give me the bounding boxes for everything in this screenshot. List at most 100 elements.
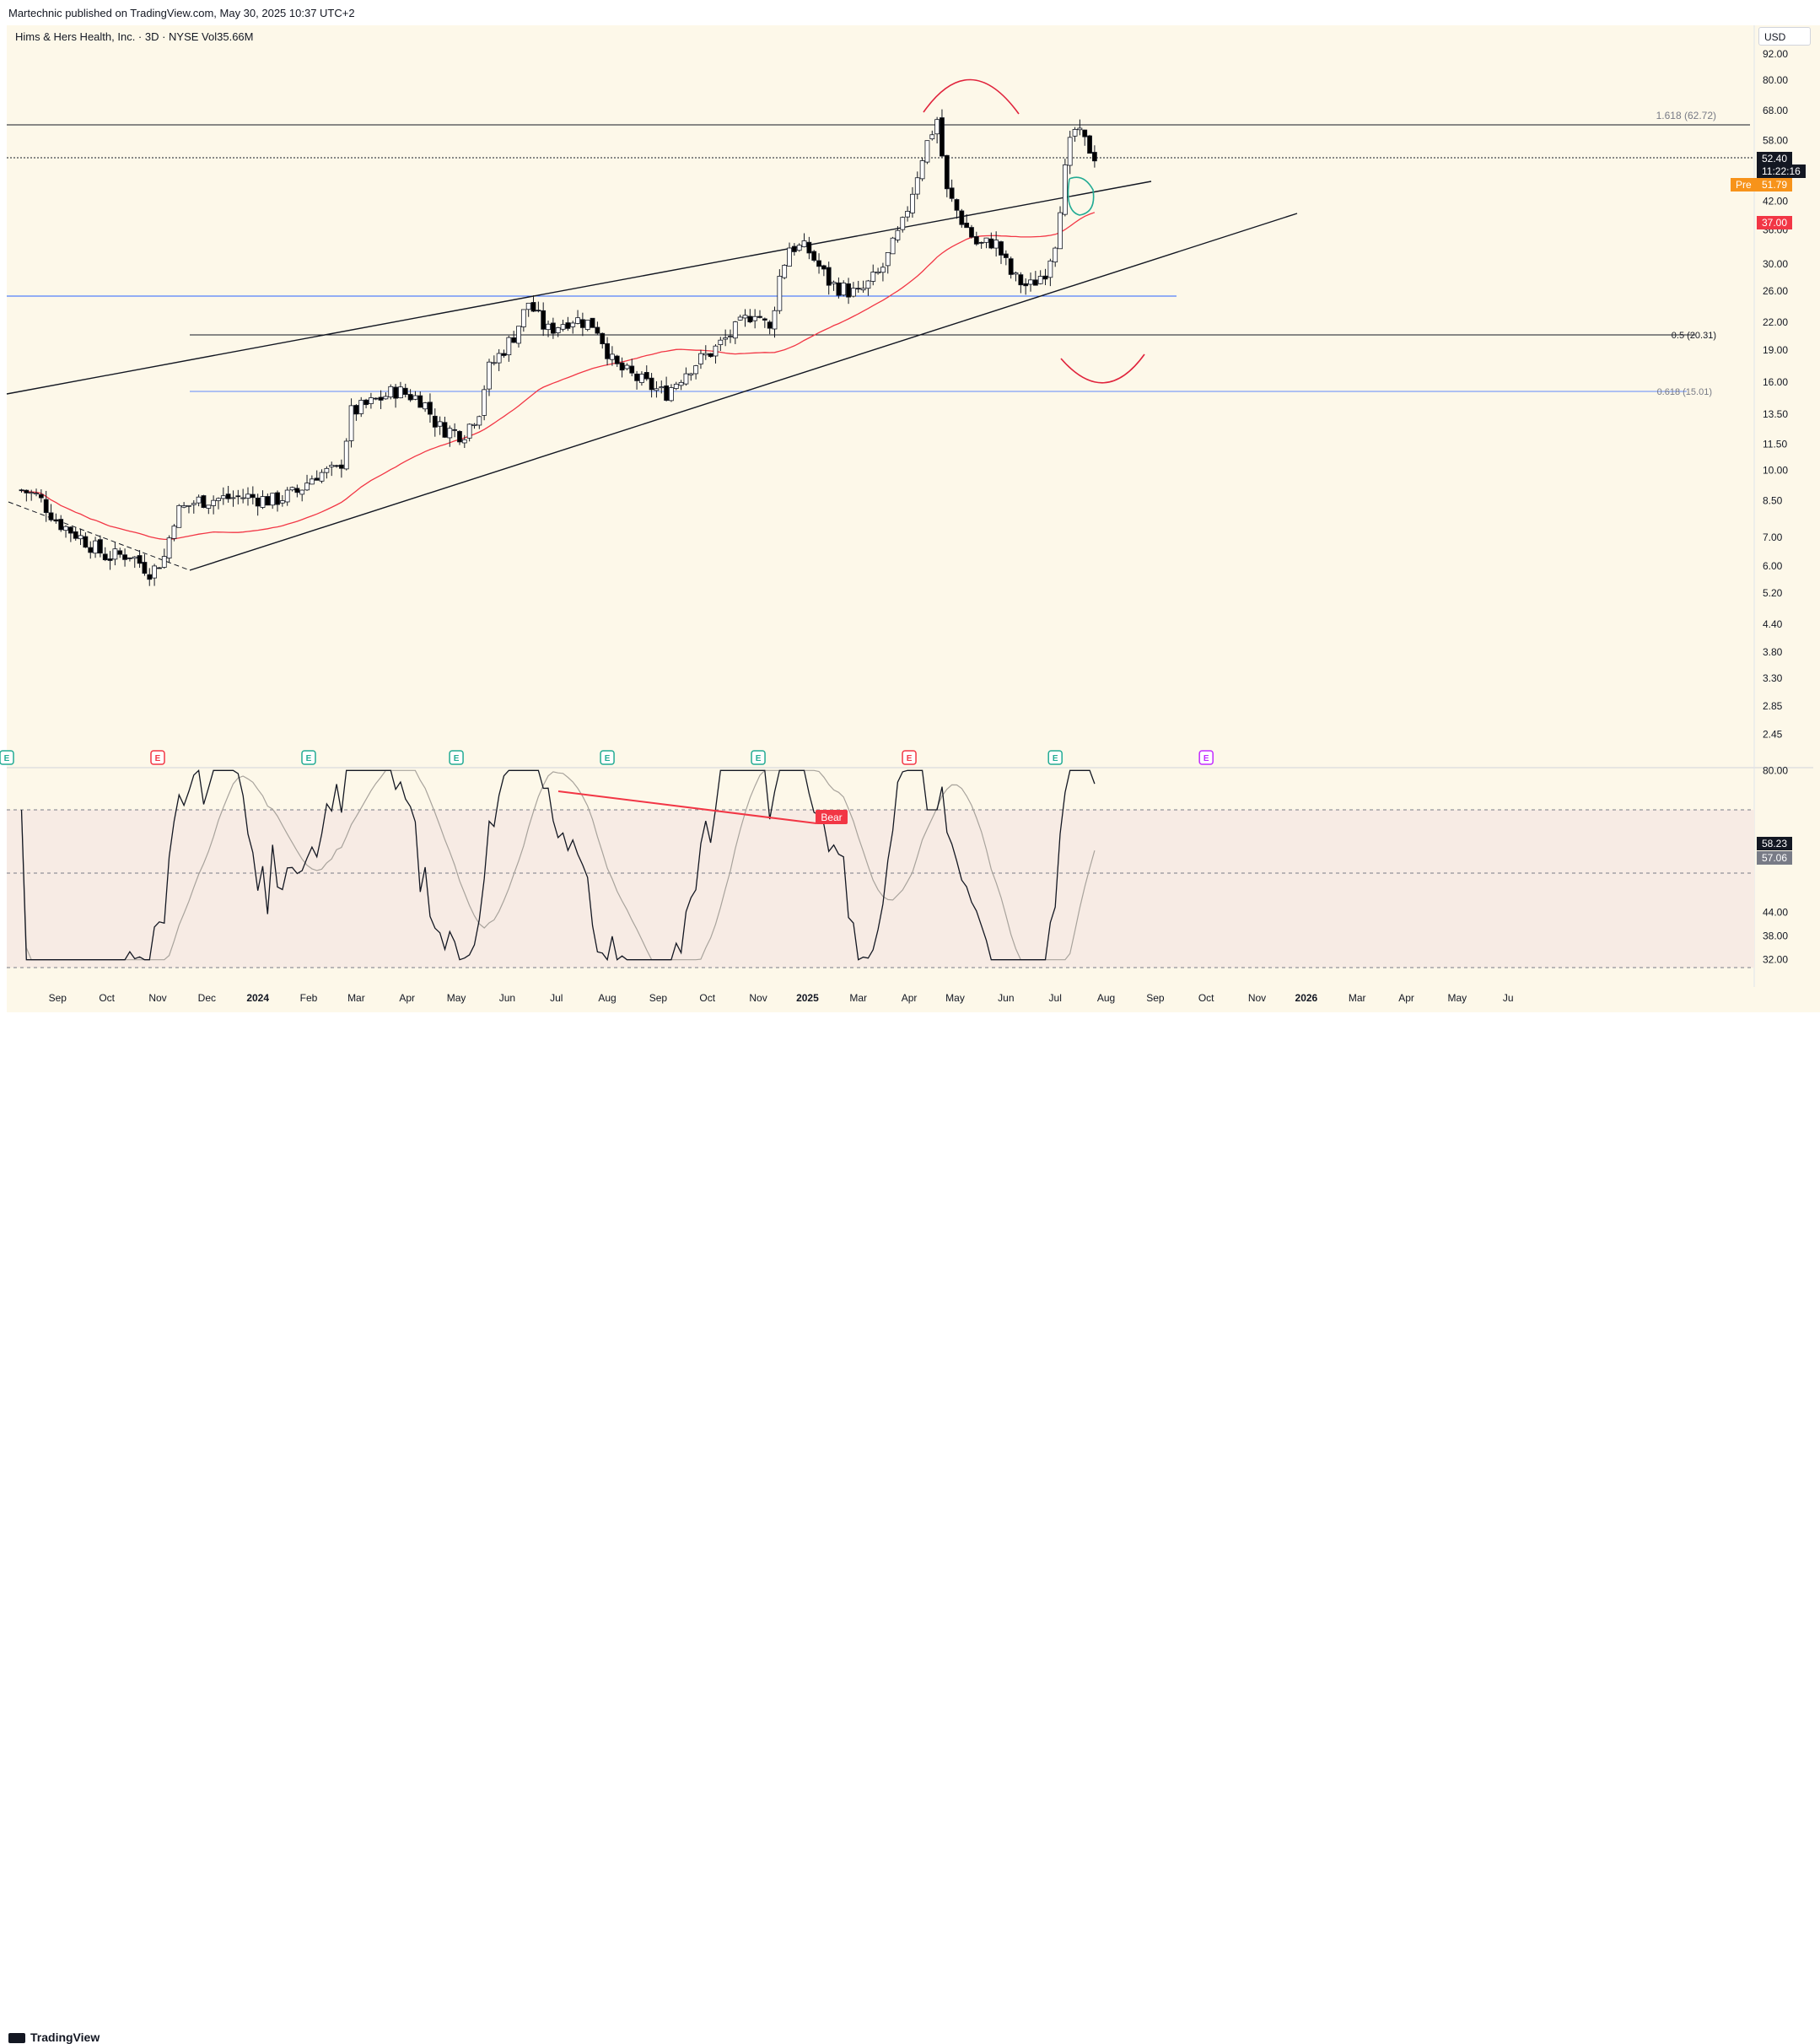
candle-body — [477, 416, 482, 426]
candle-body — [742, 315, 748, 319]
price-tick: 19.00 — [1763, 344, 1788, 356]
candle-body — [491, 362, 497, 364]
candle-body — [1013, 272, 1019, 275]
time-tick: Apr — [399, 992, 415, 1004]
candle-body — [584, 320, 590, 330]
candle-body — [58, 519, 64, 531]
candle-body — [659, 386, 665, 389]
candle-body — [541, 310, 547, 330]
candles — [19, 109, 1097, 586]
earnings-marker — [600, 750, 615, 765]
earnings-marker — [751, 750, 766, 765]
candle-body — [516, 326, 521, 344]
bear-divergence-line[interactable] — [557, 790, 817, 824]
price-tick: 68.00 — [1763, 105, 1788, 116]
candle-body — [482, 389, 487, 416]
publisher-caption: Martechnic published on TradingView.com,… — [8, 7, 355, 19]
price-tick: 6.00 — [1763, 560, 1783, 572]
earnings-marker — [1047, 750, 1063, 765]
candle-body — [929, 134, 935, 140]
candle-body — [1072, 129, 1078, 137]
rsi-band — [7, 810, 1754, 968]
tradingview-mark-icon — [8, 2033, 25, 2044]
candle-body — [137, 555, 143, 564]
candle-body — [772, 310, 778, 330]
rsi-tick: 38.00 — [1763, 930, 1788, 942]
earnings-marker — [449, 750, 464, 765]
time-tick: Oct — [699, 992, 715, 1004]
earnings-marker-letter: E — [306, 754, 312, 763]
candle-body — [1003, 253, 1009, 258]
candle-body — [1037, 276, 1043, 284]
candle-body — [230, 497, 236, 499]
price-tick: 13.50 — [1763, 408, 1788, 420]
upper-trendline[interactable] — [6, 181, 1152, 395]
candle-body — [664, 385, 670, 401]
candle-body — [595, 326, 600, 334]
price-tick: 8.50 — [1763, 495, 1783, 507]
top-arc-annotation[interactable] — [923, 78, 1020, 115]
price-tick: 22.00 — [1763, 316, 1788, 328]
candle-body — [791, 245, 797, 252]
candle-body — [176, 504, 182, 528]
candle-body — [669, 387, 674, 402]
candle-body — [117, 550, 123, 555]
candle-body — [1028, 279, 1033, 285]
price-tick: 80.00 — [1763, 74, 1788, 86]
time-tick: Mar — [1349, 992, 1366, 1004]
candle-body — [457, 430, 462, 443]
rsi-axis[interactable]: 80.00 44.00 38.00 32.00 — [1763, 764, 1788, 965]
candle-body — [865, 280, 871, 289]
rsi-tick: 44.00 — [1763, 907, 1788, 919]
time-axis[interactable]: Sep Oct Nov Dec 2024 Feb Mar Apr May Jun Jul Aug Sep… — [49, 992, 1514, 1004]
decline-dashed-line[interactable] — [8, 501, 191, 571]
candle-body — [978, 241, 984, 244]
green-circle-annotation[interactable] — [1067, 176, 1095, 216]
candle-body — [452, 429, 458, 431]
currency-selector[interactable]: USD — [1758, 27, 1811, 46]
time-tick: Oct — [99, 992, 115, 1004]
candle-body — [964, 223, 970, 229]
candle-body — [107, 558, 113, 561]
time-tick: May — [447, 992, 466, 1004]
lower-trendline[interactable] — [189, 213, 1298, 571]
candle-body — [1047, 260, 1053, 278]
candle-body — [1008, 258, 1014, 275]
candle-body — [304, 483, 310, 491]
candle-body — [34, 493, 39, 495]
bottom-arc-annotation[interactable] — [1060, 353, 1145, 384]
candle-body — [428, 402, 433, 415]
candle-body — [600, 332, 606, 345]
candle-body — [83, 536, 89, 548]
candle-body — [73, 531, 78, 539]
chart-svg[interactable]: 1.618 (62.72) 0.5 (20.31) 0.618 (15.01) … — [0, 0, 1820, 1038]
candle-body — [294, 488, 300, 493]
time-tick: 2024 — [246, 992, 269, 1004]
symbol-info: Hims & Hers Health, Inc. · 3D · NYSE Vol… — [15, 30, 254, 43]
candle-body — [19, 489, 24, 492]
candle-body — [511, 337, 517, 343]
candle-body — [762, 318, 767, 321]
candle-body — [255, 497, 261, 507]
tradingview-logo[interactable]: TradingView — [8, 2031, 100, 2044]
candle-body — [279, 500, 285, 504]
candle-body — [850, 288, 856, 297]
bear-label-box[interactable] — [816, 810, 848, 824]
time-tick: Dec — [198, 992, 216, 1004]
pre-price-tag: 51.79 — [1757, 178, 1793, 191]
earnings-marker — [902, 750, 917, 765]
candle-body — [171, 526, 177, 539]
candle-body — [732, 321, 738, 339]
candle-body — [831, 282, 837, 284]
time-tick: Aug — [1097, 992, 1115, 1004]
candle-body — [191, 503, 197, 505]
candle-body — [610, 353, 615, 360]
candle-body — [147, 574, 153, 580]
pre-label-tag: Pre — [1731, 178, 1757, 191]
fib-1618-label: 1.618 (62.72) — [1656, 110, 1716, 121]
earnings-marker — [1198, 750, 1214, 765]
candle-body — [206, 504, 212, 509]
earnings-marker-letter: E — [155, 754, 161, 763]
price-axis[interactable]: 92.0080.0068.0058.0042.0036.0030.0026.00… — [1763, 48, 1788, 740]
